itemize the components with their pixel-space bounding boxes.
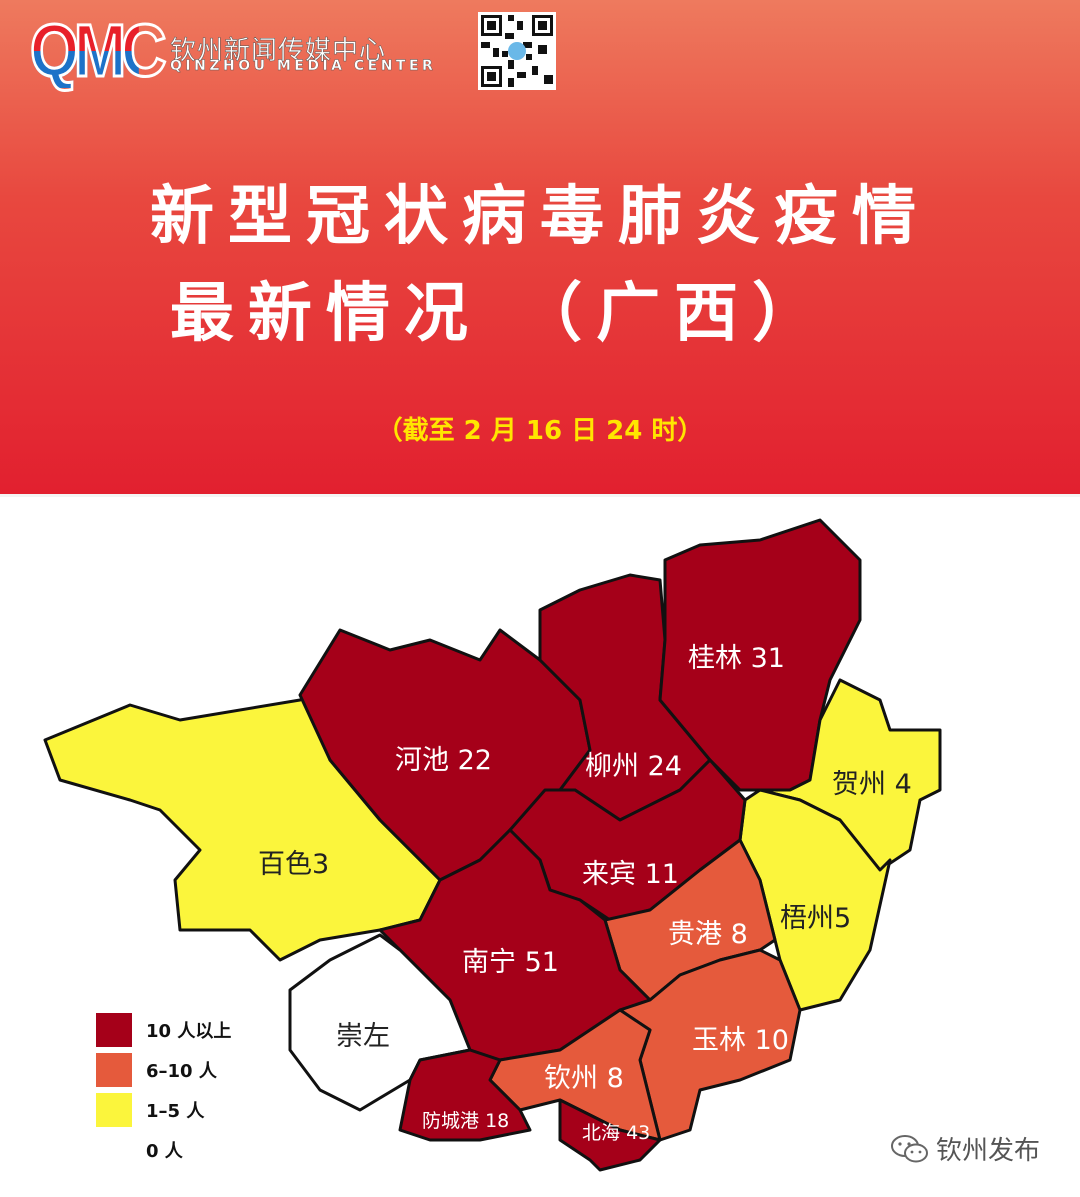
region-count: 5 — [834, 903, 852, 934]
region-count: 8 — [730, 919, 748, 950]
title-line-1: 新型冠状病毒肺炎疫情 — [150, 180, 930, 254]
region-name: 崇左 — [336, 1021, 390, 1052]
legend-item: 0 人 — [96, 1130, 231, 1170]
region-count: 24 — [647, 751, 682, 782]
region-name: 防城港 — [422, 1110, 480, 1132]
region-count: 4 — [894, 769, 912, 800]
label-qinzhou: 钦州 8 — [544, 1056, 624, 1095]
region-name: 柳州 — [585, 751, 639, 782]
region-name: 贺州 — [832, 769, 886, 800]
label-laibin: 来宾 11 — [582, 852, 679, 891]
legend-label: 10 人以上 — [146, 1021, 232, 1042]
legend-swatch — [96, 1133, 132, 1167]
label-nanning: 南宁 51 — [462, 940, 559, 979]
label-guigang: 贵港 8 — [668, 912, 748, 951]
region-name: 玉林 — [692, 1025, 746, 1056]
region-count: 22 — [457, 745, 492, 776]
region-count: 11 — [644, 859, 679, 890]
region-name: 北海 — [582, 1122, 621, 1144]
region-count: 31 — [750, 643, 785, 674]
divider — [0, 494, 1080, 497]
region-name: 河池 — [395, 745, 449, 776]
org-name-cn: 钦州新闻传媒中心 — [170, 36, 387, 67]
legend-item: 10 人以上 — [96, 1010, 231, 1050]
label-wuzhou: 梧州5 — [780, 896, 851, 935]
wechat-icon — [891, 1134, 928, 1162]
label-yulin: 玉林 10 — [692, 1018, 789, 1057]
label-baise: 百色3 — [258, 842, 329, 881]
label-fangchenggang: 防城港 18 — [422, 1106, 509, 1133]
legend: 10 人以上 6–10 人 1–5 人 0 人 — [96, 1010, 231, 1170]
qmc-logo: QMC — [29, 9, 168, 92]
region-fangchenggang — [398, 1048, 532, 1142]
legend-swatch — [96, 1053, 132, 1087]
watermark: 钦州发布 — [890, 1130, 1040, 1167]
region-name: 钦州 — [544, 1063, 598, 1094]
region-count: 18 — [485, 1110, 510, 1132]
legend-label: 0 人 — [146, 1141, 183, 1162]
legend-swatch — [96, 1013, 132, 1047]
region-count: 8 — [606, 1063, 624, 1094]
title-line-2: 最新情况 （广西） — [169, 277, 831, 351]
region-hezhou — [758, 678, 942, 872]
label-hezhou: 贺州 4 — [832, 762, 912, 801]
header-banner: QMC 钦州新闻传媒中心 QINZHOU MEDIA CENTER 新型冠状病毒… — [0, 0, 1080, 494]
watermark-text: 钦州发布 — [936, 1136, 1041, 1166]
label-liuzhou: 柳州 24 — [585, 744, 682, 783]
legend-item: 1–5 人 — [96, 1090, 231, 1130]
guangxi-map — [43, 518, 942, 1172]
region-count: 51 — [524, 947, 559, 978]
legend-label: 1–5 人 — [146, 1101, 205, 1122]
label-guilin: 桂林 31 — [688, 636, 785, 675]
legend-label: 6–10 人 — [146, 1061, 217, 1082]
region-name: 贵港 — [668, 919, 722, 950]
label-chongzuo: 崇左 — [336, 1014, 390, 1053]
region-beihai — [558, 1098, 662, 1172]
legend-swatch — [96, 1093, 132, 1127]
region-name: 百色 — [258, 849, 312, 880]
region-count: 10 — [754, 1025, 789, 1056]
region-name: 来宾 — [582, 859, 636, 890]
region-count: 3 — [312, 849, 330, 880]
label-beihai: 北海 43 — [582, 1118, 650, 1145]
legend-item: 6–10 人 — [96, 1050, 231, 1090]
region-count: 43 — [626, 1122, 651, 1144]
qr-code-icon — [478, 12, 556, 90]
region-name: 南宁 — [462, 947, 516, 978]
region-name: 桂林 — [688, 643, 742, 674]
cutoff-date: （截至 2 月 16 日 24 时） — [376, 416, 704, 446]
region-name: 梧州 — [780, 903, 834, 934]
label-hechi: 河池 22 — [395, 738, 492, 777]
org-name-en: QINZHOU MEDIA CENTER — [170, 58, 437, 74]
